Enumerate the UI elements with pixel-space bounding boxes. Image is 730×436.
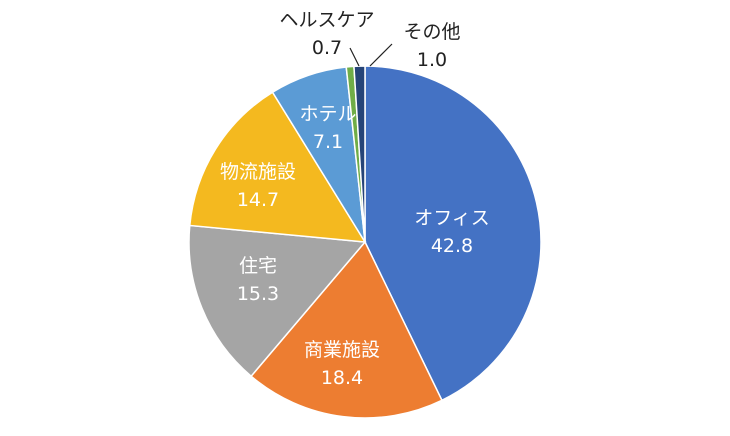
leader-lines bbox=[349, 43, 393, 67]
slice-value-1: 18.4 bbox=[321, 367, 363, 389]
slice-value-6: 1.0 bbox=[417, 49, 447, 71]
slice-value-0: 42.8 bbox=[431, 235, 473, 257]
slice-label-4: ホテル bbox=[299, 103, 356, 125]
pie-slice-6 bbox=[353, 65, 366, 243]
slice-label-3: 物流施設 bbox=[220, 161, 296, 183]
data-labels: オフィス 42.8 商業施設 18.4 住宅 15.3 物流施設 14.7 ホテル 7.1 ヘルスケ… bbox=[220, 9, 490, 389]
pie-slice-3 bbox=[188, 91, 367, 243]
slice-label-5: ヘルスケア bbox=[279, 9, 374, 31]
slice-label-1: 商業施設 bbox=[304, 339, 380, 361]
slice-value-5: 0.7 bbox=[312, 37, 342, 59]
slice-value-3: 14.7 bbox=[237, 189, 279, 211]
pie-slice-0 bbox=[364, 65, 542, 402]
leader-line-6 bbox=[369, 43, 393, 67]
pie-slice-1 bbox=[250, 240, 443, 419]
pie-slices bbox=[188, 65, 542, 419]
slice-value-2: 15.3 bbox=[237, 283, 279, 305]
slice-label-2: 住宅 bbox=[239, 255, 277, 277]
leader-line-5 bbox=[349, 47, 360, 67]
slice-label-6: その他 bbox=[403, 21, 460, 43]
slice-label-0: オフィス bbox=[414, 207, 490, 229]
slice-value-4: 7.1 bbox=[313, 131, 343, 153]
pie-slice-2 bbox=[188, 224, 367, 378]
